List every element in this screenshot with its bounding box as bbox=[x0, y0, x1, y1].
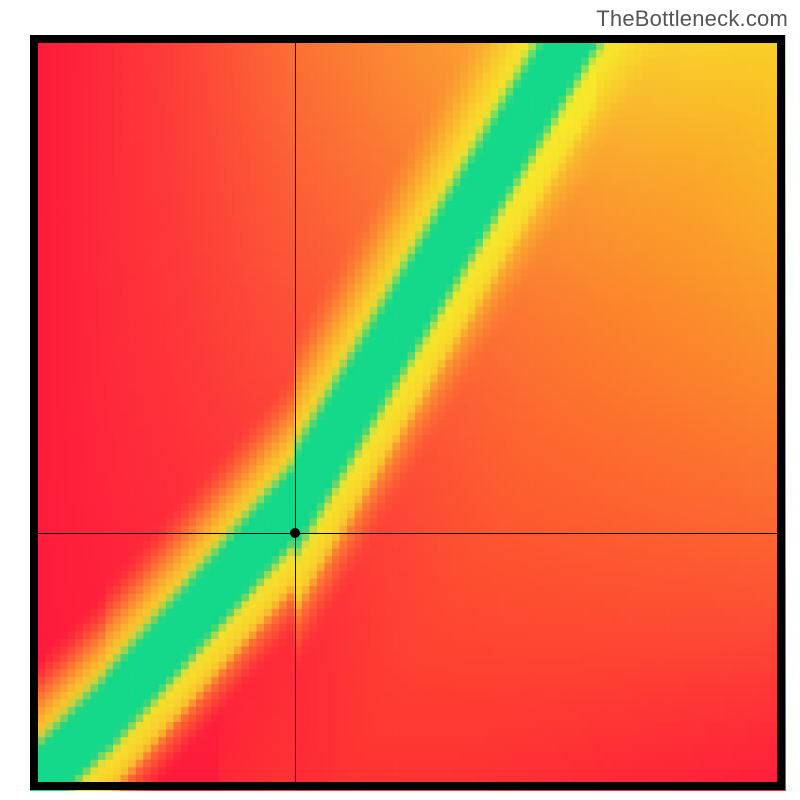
watermark-text: TheBottleneck.com bbox=[596, 6, 788, 32]
heatmap-canvas bbox=[0, 0, 800, 800]
chart-container: { "watermark": { "text": "TheBottleneck.… bbox=[0, 0, 800, 800]
